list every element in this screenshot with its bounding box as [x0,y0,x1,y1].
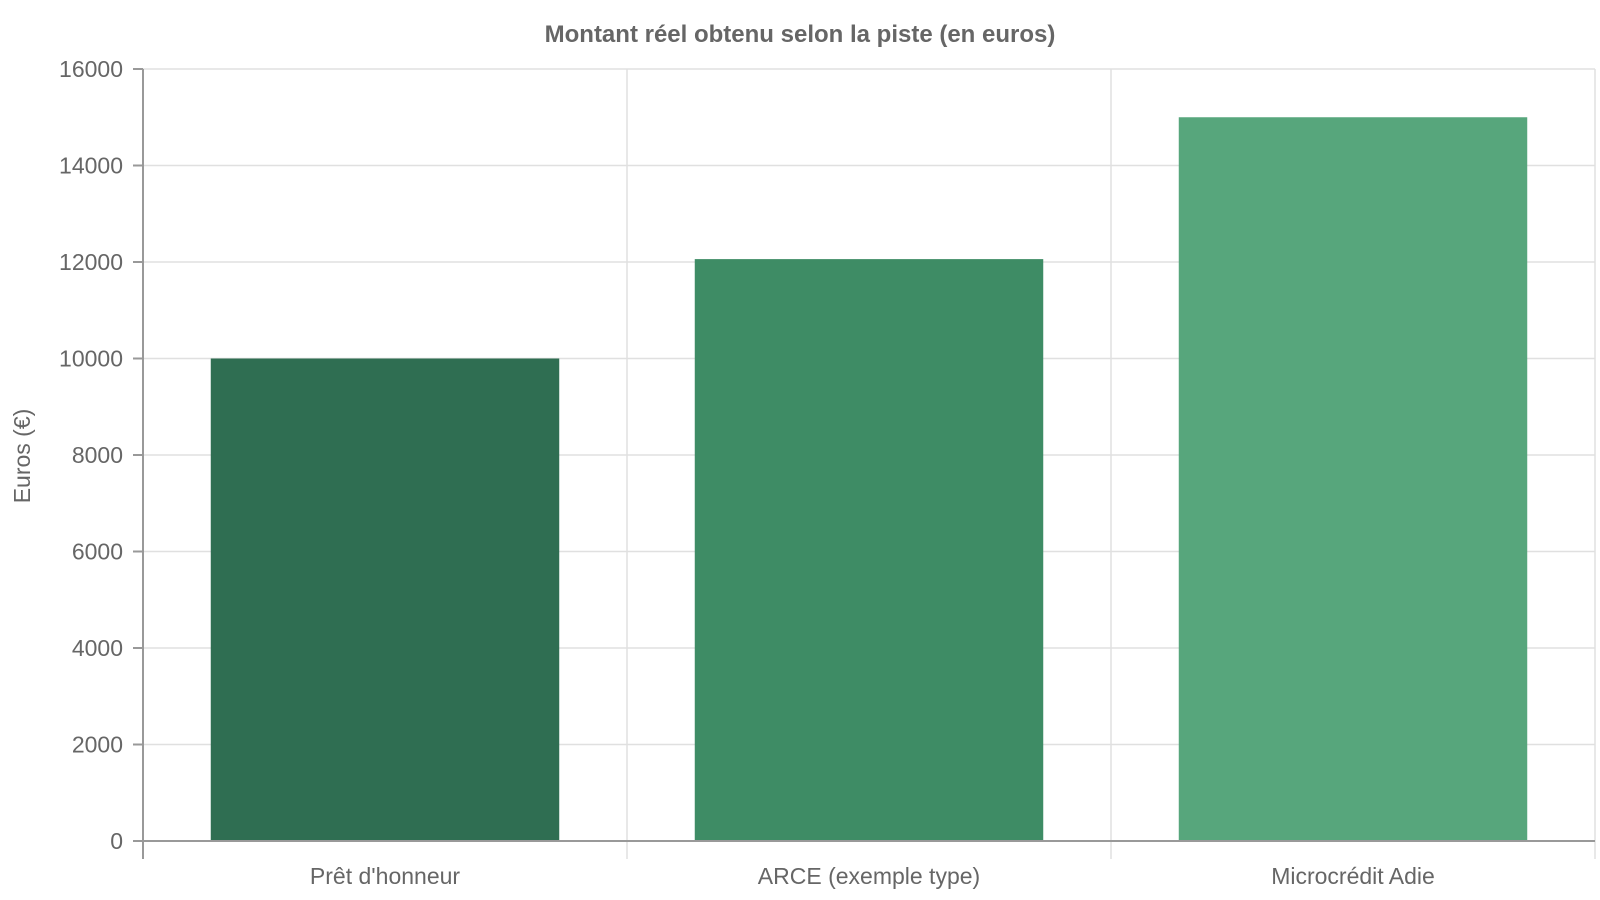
x-tick-labels: Prêt d'honneur ARCE (exemple type) Microcr… [310,863,1435,889]
bar-3 [1178,117,1528,841]
y-tick-label: 10000 [59,346,123,372]
bars [210,117,1528,842]
axes [133,68,1596,859]
y-tick-labels: 0 2000 4000 6000 8000 10000 12000 14000 16000 [59,56,123,854]
y-tick-label: 16000 [59,56,123,82]
y-tick-label: 0 [110,828,123,854]
y-tick-label: 14000 [59,153,123,179]
bar-2 [694,259,1044,842]
bar-1 [210,358,560,841]
x-tick-label: ARCE (exemple type) [758,863,980,889]
y-tick-label: 8000 [72,442,123,468]
y-axis-title: Euros (€) [9,409,35,504]
y-tick-label: 6000 [72,539,123,565]
y-tick-label: 2000 [72,732,123,758]
chart-title: Montant réel obtenu selon la piste (en e… [545,21,1056,48]
y-tick-label: 12000 [59,249,123,275]
x-tick-label: Prêt d'honneur [310,863,461,889]
y-tick-label: 4000 [72,635,123,661]
x-tick-label: Microcrédit Adie [1271,863,1435,889]
